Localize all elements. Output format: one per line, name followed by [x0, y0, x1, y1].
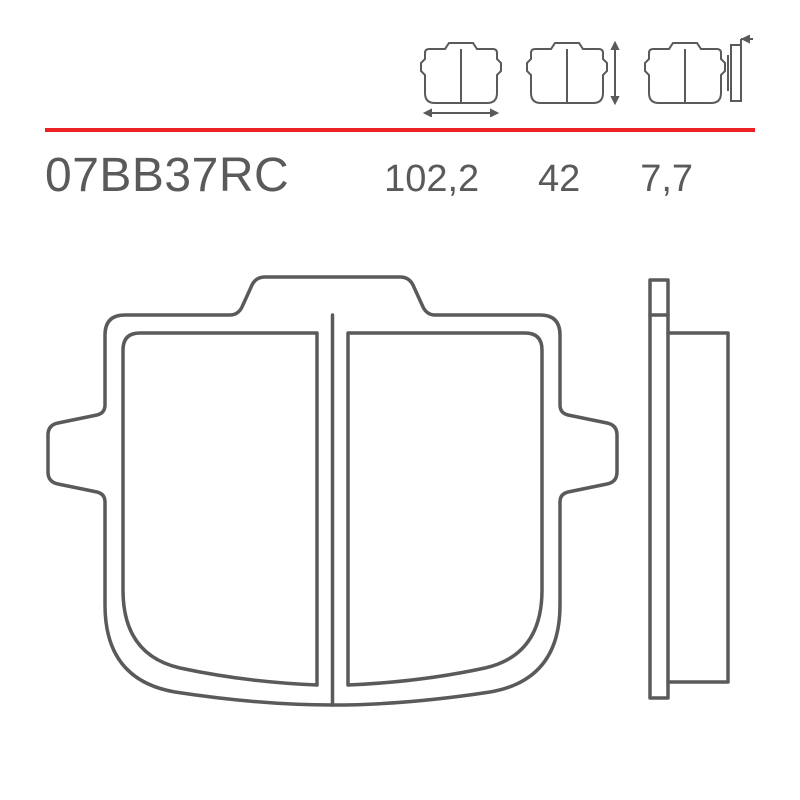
dimension-icons-row [415, 35, 755, 117]
thickness-dimension-icon [643, 35, 755, 117]
height-value: 42 [509, 158, 609, 201]
technical-drawing [45, 250, 755, 750]
red-divider [45, 128, 755, 132]
thickness-value: 7,7 [619, 158, 714, 201]
specification-row: 07BB37RC 102,2 42 7,7 [45, 148, 755, 203]
height-dimension-icon [525, 35, 625, 117]
width-value: 102,2 [369, 158, 494, 201]
product-code: 07BB37RC [45, 148, 289, 203]
width-dimension-icon [415, 35, 507, 117]
